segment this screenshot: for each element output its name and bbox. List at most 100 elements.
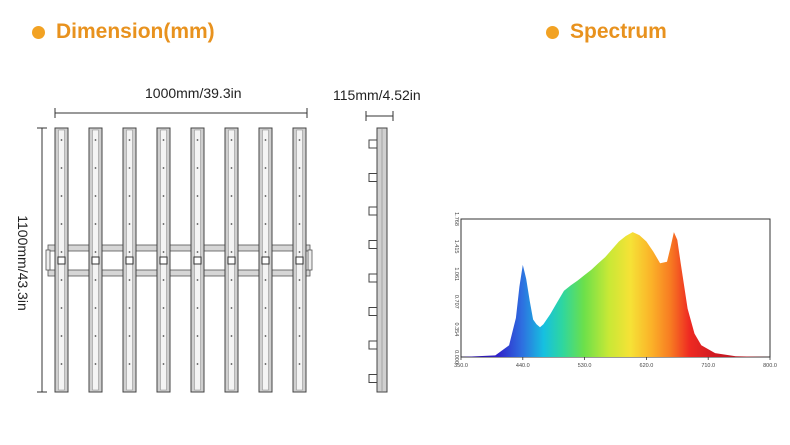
fixture-side-view <box>368 127 388 393</box>
light-bar-screw <box>162 363 165 365</box>
light-bar-screw <box>128 279 131 281</box>
side-mount-clip <box>368 206 377 216</box>
light-bar-screw <box>298 195 301 197</box>
fixture-light-bars <box>54 127 307 393</box>
light-bar-screw <box>196 279 199 281</box>
bar-mount-clip <box>125 256 134 265</box>
light-bar-screw <box>162 223 165 225</box>
light-bar-screw <box>264 167 267 169</box>
light-bar-screw <box>298 279 301 281</box>
light-bar-screw <box>264 307 267 309</box>
x-tick-label: 350.0 <box>454 363 468 369</box>
light-bar-screw <box>128 195 131 197</box>
light-bar-screw <box>162 167 165 169</box>
x-tick-label: 530.0 <box>578 363 592 369</box>
bar-mount-clip <box>261 256 270 265</box>
light-bar-screw <box>298 251 301 253</box>
light-bar-screw <box>128 167 131 169</box>
light-bar-screw <box>298 307 301 309</box>
light-bar-screw <box>128 335 131 337</box>
light-bar-screw <box>264 335 267 337</box>
light-bar-screw <box>94 363 97 365</box>
spectrum-heading-text: Spectrum <box>570 20 667 43</box>
width-dimension-line <box>54 108 308 118</box>
light-bar-screw <box>230 307 233 309</box>
light-bar-screw <box>230 251 233 253</box>
side-mount-clip <box>368 374 377 383</box>
light-bar-screw <box>162 195 165 197</box>
light-bar-screw <box>162 335 165 337</box>
light-bar-screw <box>264 279 267 281</box>
light-bar-screw <box>264 363 267 365</box>
side-mount-clip <box>368 139 377 149</box>
light-bar-screw <box>128 307 131 309</box>
width-dimension-label: 1000mm/39.3in <box>145 85 242 101</box>
light-bar-screw <box>298 335 301 337</box>
light-bar-screw <box>60 279 63 281</box>
light-bar-screw <box>196 167 199 169</box>
x-tick-label: 440.0 <box>516 363 530 369</box>
spectrum-heading: Spectrum <box>546 20 667 44</box>
light-bar-screw <box>196 195 199 197</box>
bar-mount-clip <box>57 256 66 265</box>
light-bar-screw <box>128 363 131 365</box>
depth-dimension-label: 115mm/4.52in <box>333 87 421 103</box>
light-bar-screw <box>298 167 301 169</box>
light-bar-screw <box>162 307 165 309</box>
light-bar-screw <box>230 195 233 197</box>
x-tick-label: 620.0 <box>640 363 654 369</box>
side-mount-clip <box>368 307 377 316</box>
light-bar-screw <box>264 251 267 253</box>
bar-mount-clip <box>159 256 168 265</box>
light-bar-screw <box>298 223 301 225</box>
bar-mount-clip <box>295 256 304 265</box>
y-tick-label: 1.061 <box>453 267 459 281</box>
light-bar-screw <box>94 279 97 281</box>
dimension-heading-text: Dimension(mm) <box>56 20 215 43</box>
side-mount-clip <box>368 240 377 249</box>
light-bar-screw <box>230 167 233 169</box>
light-bar-screw <box>298 363 301 365</box>
light-bar-screw <box>94 223 97 225</box>
y-tick-label: 1.415 <box>453 240 459 254</box>
bar-mount-clip <box>91 256 100 265</box>
x-tick-label: 710.0 <box>701 363 715 369</box>
light-bar-screw <box>230 363 233 365</box>
height-dimension-line <box>37 127 47 393</box>
light-bar-screw <box>264 195 267 197</box>
light-bar-screw <box>162 279 165 281</box>
light-bar-screw <box>196 139 199 141</box>
light-bar-screw <box>196 223 199 225</box>
bar-mount-clip <box>227 256 236 265</box>
fixture-crossbars <box>45 244 313 277</box>
light-bar-screw <box>196 363 199 365</box>
light-bar-screw <box>264 223 267 225</box>
light-bar-screw <box>60 307 63 309</box>
light-bar-screw <box>128 251 131 253</box>
light-bar-screw <box>94 251 97 253</box>
light-bar-screw <box>128 223 131 225</box>
x-tick-label: 800.0 <box>763 363 777 369</box>
light-bar-screw <box>128 139 131 141</box>
y-tick-label: 0.000 <box>453 350 459 364</box>
light-bar-screw <box>94 335 97 337</box>
side-mount-clip <box>368 273 377 283</box>
light-bar-screw <box>230 335 233 337</box>
dimension-heading: Dimension(mm) <box>32 20 215 44</box>
bar-mount-clip <box>193 256 202 265</box>
side-mount-clip <box>368 340 377 350</box>
light-bar-screw <box>60 139 63 141</box>
light-bar-screw <box>60 251 63 253</box>
light-bar-screw <box>94 307 97 309</box>
light-bar-screw <box>60 167 63 169</box>
light-bar-screw <box>60 223 63 225</box>
light-bar-screw <box>162 139 165 141</box>
y-tick-label: 1.768 <box>453 212 459 226</box>
light-bar-screw <box>162 251 165 253</box>
side-mount-clip <box>368 173 377 182</box>
light-bar-screw <box>94 195 97 197</box>
spectrum-area <box>461 232 770 357</box>
depth-dimension-line <box>365 111 394 121</box>
